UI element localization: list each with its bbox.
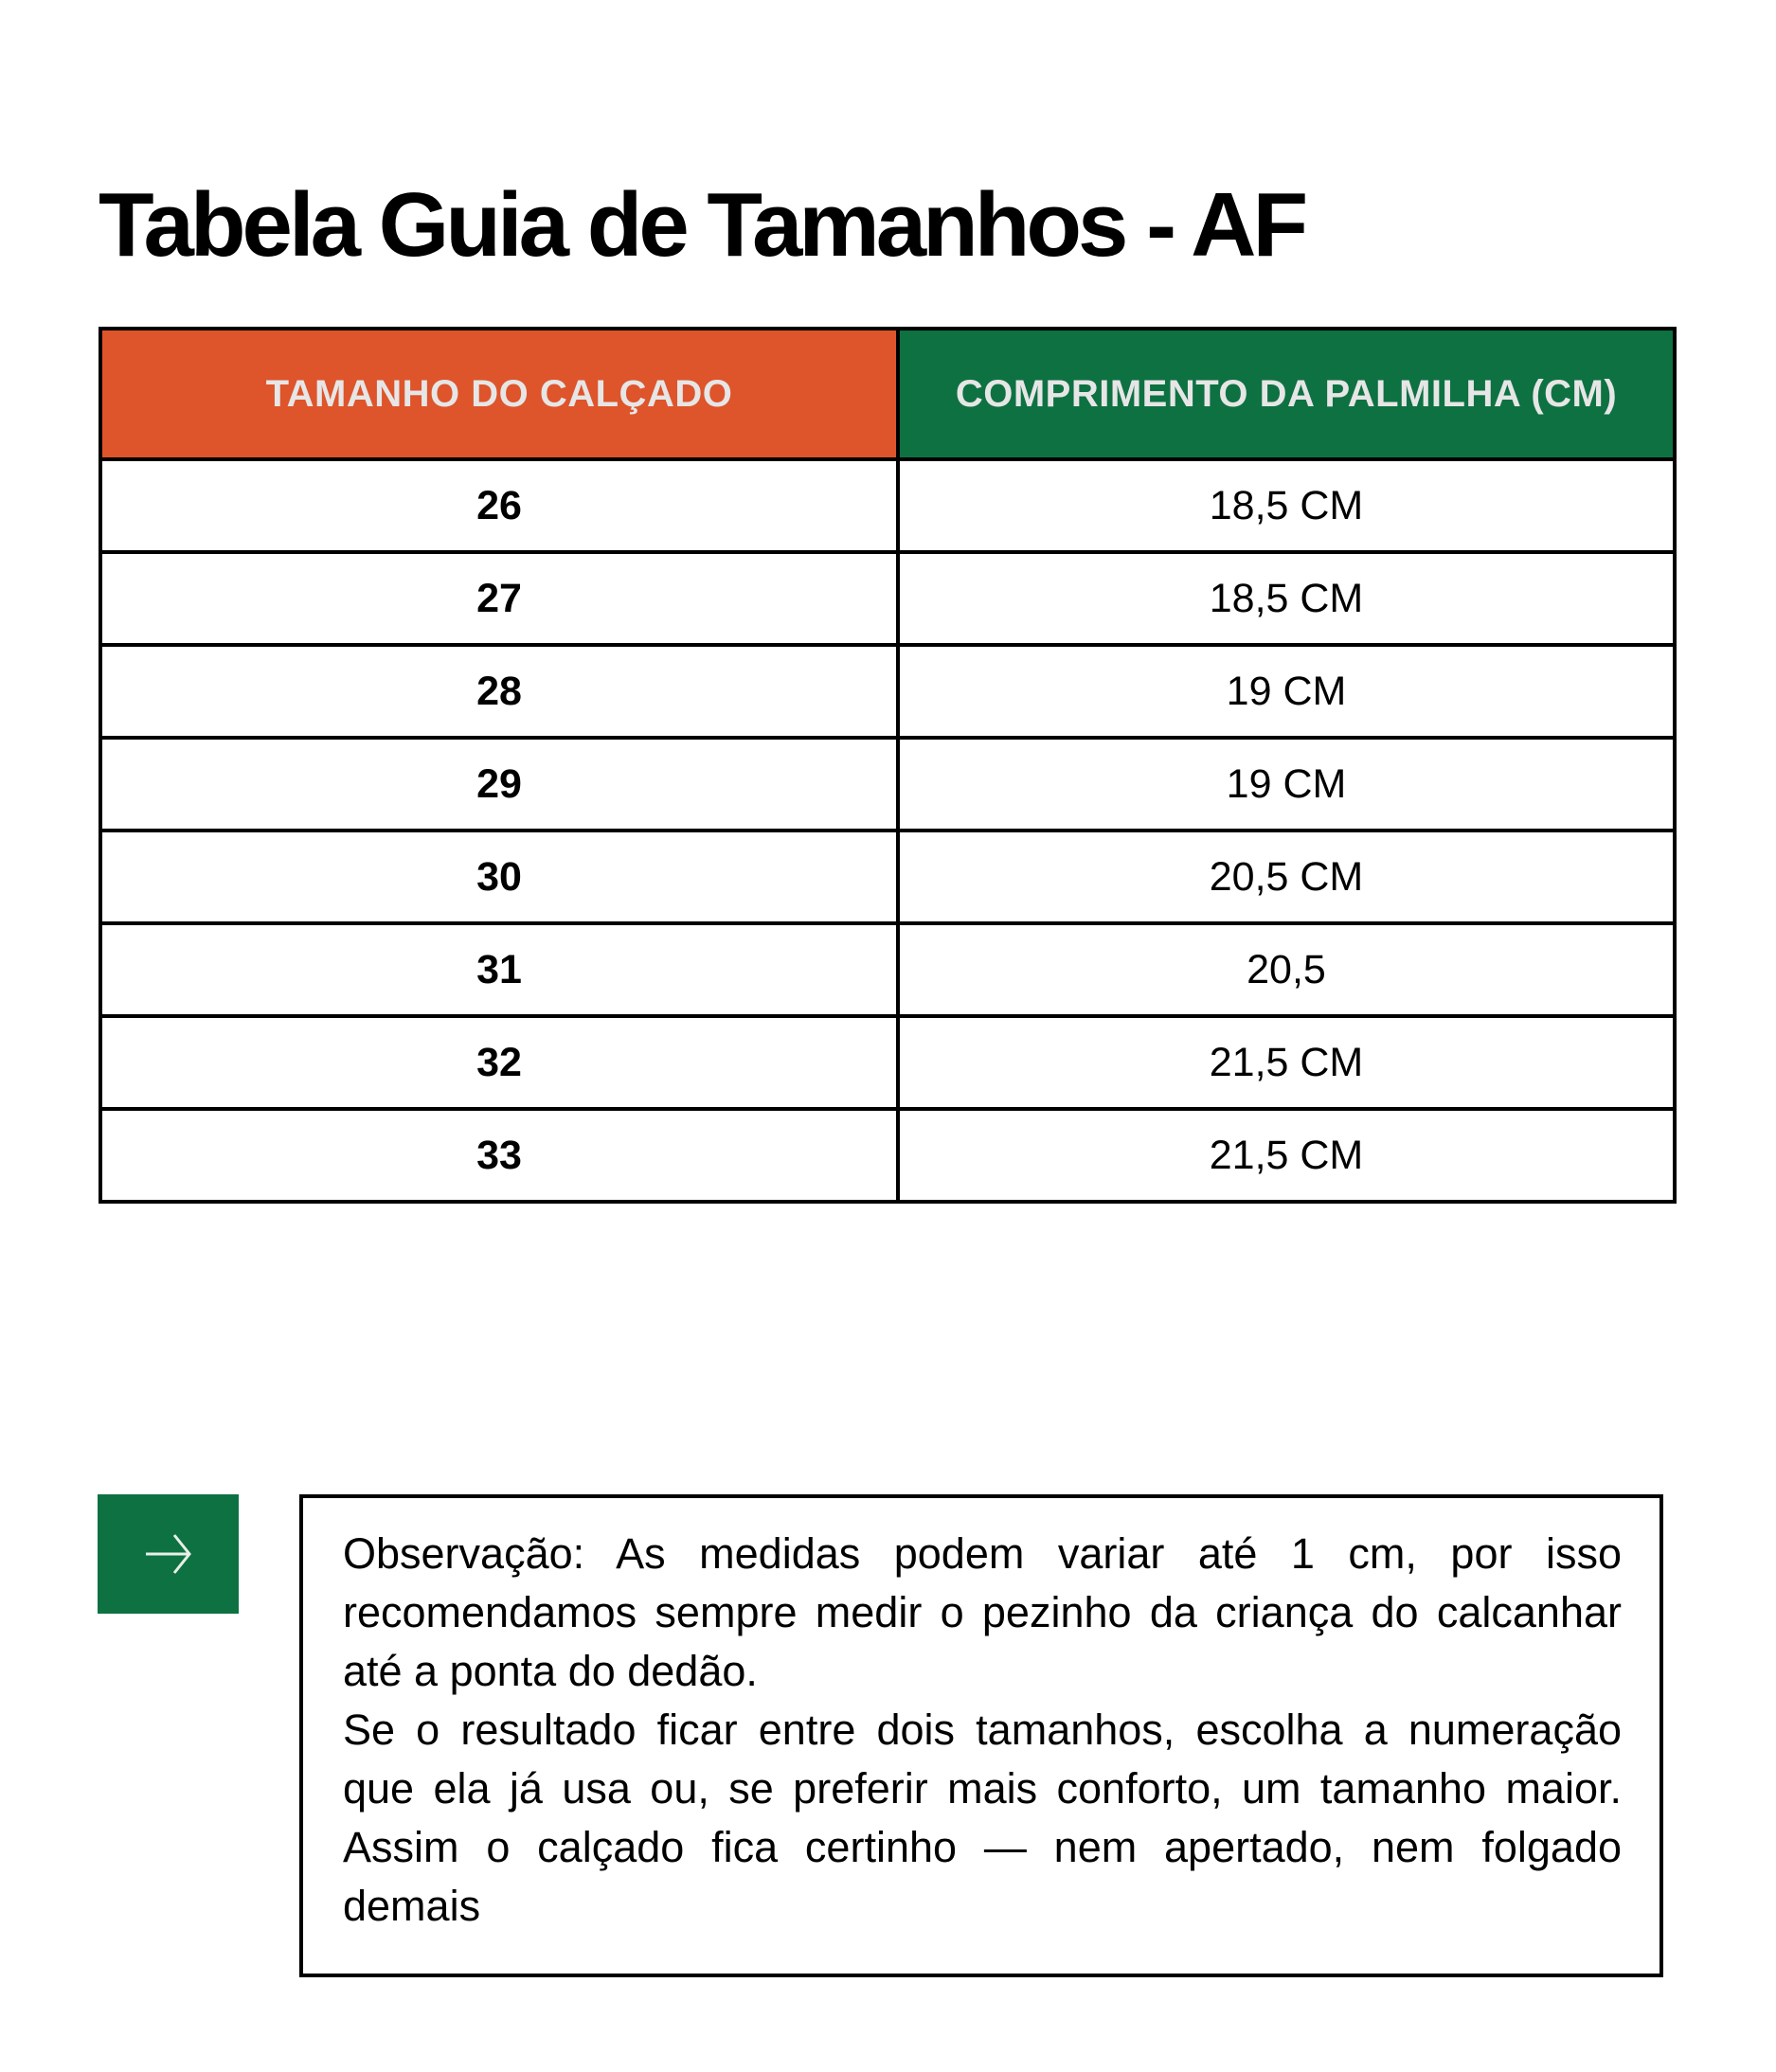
- table-row: 32 21,5 CM: [99, 1014, 1677, 1111]
- table-row: 29 19 CM: [99, 736, 1677, 832]
- header-insole-length: COMPRIMENTO DA PALMILHA (CM): [896, 327, 1677, 461]
- table-row: 26 18,5 CM: [99, 457, 1677, 554]
- shoe-size-cell: 26: [99, 457, 900, 554]
- note-paragraph: Se o resultado ficar entre dois tamanhos…: [343, 1706, 1622, 1930]
- size-table: TAMANHO DO CALÇADO COMPRIMENTO DA PALMIL…: [99, 327, 1677, 1204]
- shoe-size-cell: 32: [99, 1014, 900, 1111]
- insole-length-cell: 21,5 CM: [896, 1107, 1677, 1204]
- insole-length-cell: 20,5: [896, 921, 1677, 1018]
- note-paragraph: Observação: As medidas podem variar até …: [343, 1529, 1622, 1695]
- shoe-size-cell: 29: [99, 736, 900, 832]
- table-row: 33 21,5 CM: [99, 1107, 1677, 1204]
- shoe-size-cell: 27: [99, 550, 900, 647]
- shoe-size-cell: 31: [99, 921, 900, 1018]
- table-row: 28 19 CM: [99, 643, 1677, 740]
- insole-length-cell: 19 CM: [896, 643, 1677, 740]
- arrow-box: [98, 1494, 239, 1614]
- note-box: Observação: As medidas podem variar até …: [299, 1494, 1663, 1977]
- table-row: 31 20,5: [99, 921, 1677, 1018]
- arrow-right-icon: [145, 1534, 191, 1574]
- shoe-size-cell: 33: [99, 1107, 900, 1204]
- insole-length-cell: 18,5 CM: [896, 457, 1677, 554]
- insole-length-cell: 18,5 CM: [896, 550, 1677, 647]
- header-shoe-size: TAMANHO DO CALÇADO: [99, 327, 900, 461]
- shoe-size-cell: 30: [99, 829, 900, 925]
- table-row: 30 20,5 CM: [99, 829, 1677, 925]
- insole-length-cell: 21,5 CM: [896, 1014, 1677, 1111]
- shoe-size-cell: 28: [99, 643, 900, 740]
- table-header-row: TAMANHO DO CALÇADO COMPRIMENTO DA PALMIL…: [99, 327, 1677, 461]
- insole-length-cell: 19 CM: [896, 736, 1677, 832]
- insole-length-cell: 20,5 CM: [896, 829, 1677, 925]
- table-row: 27 18,5 CM: [99, 550, 1677, 647]
- page-title: Tabela Guia de Tamanhos - AF: [99, 174, 1308, 276]
